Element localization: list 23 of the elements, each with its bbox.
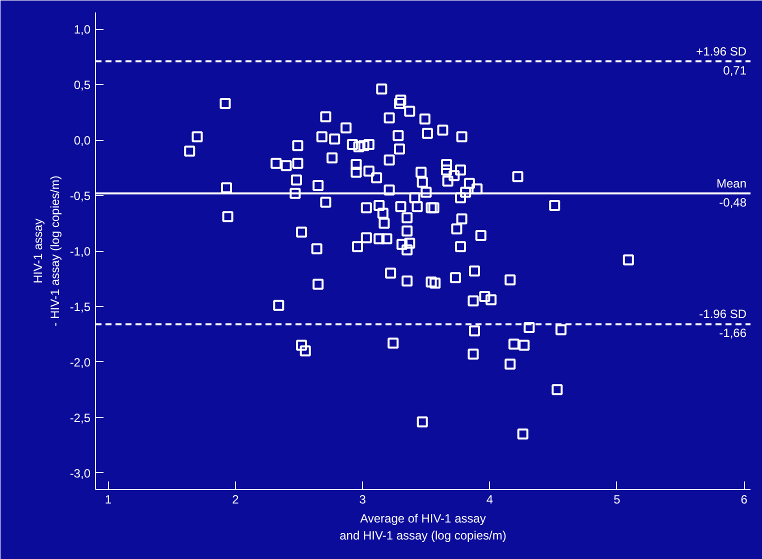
annotation: -0,48 [719, 195, 747, 210]
x-tick-label: 1 [104, 492, 112, 506]
y-tick-label: 0,0 [74, 134, 91, 148]
y-axis-title: HIV-1 assay - HIV-1 assay (log copies/m) [31, 176, 62, 326]
x-tick-label: 5 [614, 492, 621, 506]
x-tick-label: 4 [486, 492, 494, 506]
y-tick-label: 0,5 [74, 78, 91, 92]
y-tick-label: -2,0 [70, 355, 91, 370]
y-tick-label: -1,0 [70, 244, 91, 258]
x-tick-label: 2 [232, 492, 240, 506]
y-tick-label: -0,5 [70, 189, 91, 204]
x-tick-label: 6 [740, 492, 748, 506]
ref-line-label: +1.96 SD [696, 44, 747, 58]
y-tick-label: -1,5 [70, 300, 91, 314]
y-tick-label: -2,5 [70, 410, 91, 425]
x-tick-label: 3 [359, 492, 366, 506]
x-axis-title: Average of HIV-1 assay and HIV-1 assay (log copies/m) [340, 512, 506, 542]
ref-line-label: Mean [716, 176, 747, 190]
y-tick-label: 1,0 [74, 22, 91, 37]
annotation: -1,66 [719, 326, 747, 340]
ref-line-label: -1.96 SD [699, 307, 747, 322]
annotation: 0,71 [723, 63, 747, 78]
y-tick-label: -3,0 [70, 466, 91, 480]
